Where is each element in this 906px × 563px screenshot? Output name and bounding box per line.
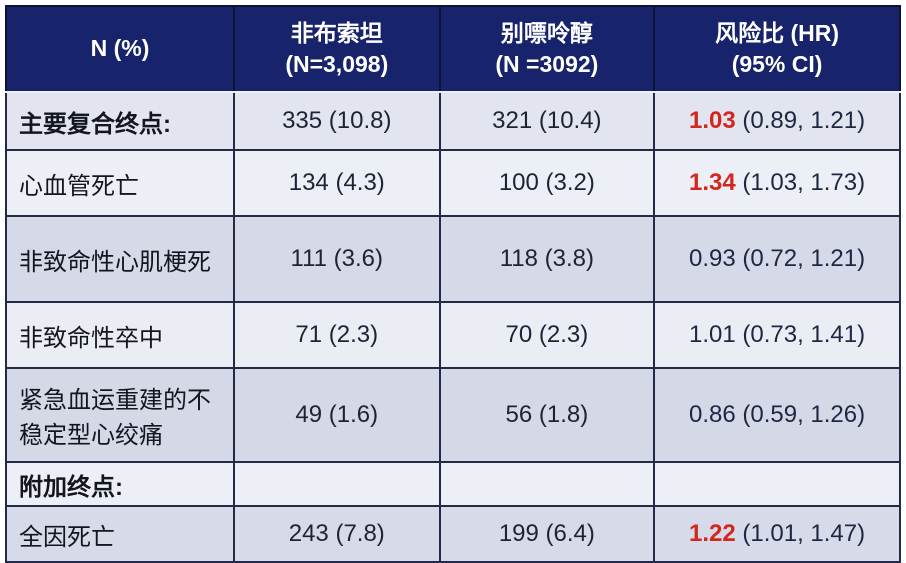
header-allopurinol-n: (N =3092)	[495, 51, 599, 77]
hr-ci: 0.86 (0.59, 1.26)	[689, 401, 866, 428]
table-row-unstable-angina: 紧急血运重建的不稳定型心绞痛 49 (1.6) 56 (1.8) 0.86 (0…	[5, 367, 901, 463]
hr-value-cell: 1.34 (1.03, 1.73)	[653, 149, 901, 217]
allopurinol-value-cell: 321 (10.4)	[438, 91, 656, 151]
febuxostat-value-cell: 335 (10.8)	[232, 91, 441, 151]
header-febuxostat-n: (N=3,098)	[285, 51, 389, 77]
hr-value-cell: 1.03 (0.89, 1.21)	[653, 91, 901, 151]
header-allopurinol: 别嘌呤醇 (N =3092)	[438, 5, 656, 93]
table-row-additional-endpoints: 附加终点:	[5, 461, 901, 507]
header-febuxostat: 非布索坦 (N=3,098)	[232, 5, 441, 93]
table-body: 主要复合终点: 335 (10.8) 321 (10.4) 1.03 (0.89…	[5, 91, 901, 563]
header-hazard-ratio-name: 风险比 (HR)	[715, 19, 840, 46]
header-n-percent-label: N (%)	[90, 35, 150, 62]
febuxostat-value-cell: 134 (4.3)	[232, 149, 441, 217]
allopurinol-value-cell: 118 (3.8)	[438, 215, 656, 303]
header-allopurinol-name: 别嘌呤醇	[500, 19, 593, 46]
febuxostat-value-cell: 243 (7.8)	[232, 505, 441, 563]
hr-ci: 0.93 (0.72, 1.21)	[689, 245, 866, 272]
header-hazard-ratio-ci: (95% CI)	[731, 51, 823, 77]
endpoint-label-cell: 非致命性心肌梗死	[5, 215, 235, 303]
hr-value-cell: 1.01 (0.73, 1.41)	[653, 301, 901, 369]
header-febuxostat-name: 非布索坦	[290, 19, 383, 46]
hr-highlight: 1.22	[688, 520, 736, 547]
table-row-nonfatal-stroke: 非致命性卒中 71 (2.3) 70 (2.3) 1.01 (0.73, 1.4…	[5, 301, 901, 369]
allopurinol-value-cell: 100 (3.2)	[438, 149, 656, 217]
outcomes-table: N (%) 非布索坦 (N=3,098) 别嘌呤醇 (N =3092) 风险比 …	[5, 5, 901, 563]
hr-highlight: 1.03	[688, 107, 736, 134]
table-row-nonfatal-mi: 非致命性心肌梗死 111 (3.6) 118 (3.8) 0.93 (0.72,…	[5, 215, 901, 303]
table-row-cv-death: 心血管死亡 134 (4.3) 100 (3.2) 1.34 (1.03, 1.…	[5, 149, 901, 217]
hr-value-cell: 1.22 (1.01, 1.47)	[653, 505, 901, 563]
hr-ci: (1.03, 1.73)	[735, 169, 866, 196]
febuxostat-value-cell: 71 (2.3)	[232, 301, 441, 369]
endpoint-label-cell: 紧急血运重建的不稳定型心绞痛	[5, 367, 235, 463]
hr-ci: (0.89, 1.21)	[735, 107, 866, 134]
hr-ci: (1.01, 1.47)	[735, 520, 866, 547]
results-table-container: N (%) 非布索坦 (N=3,098) 别嘌呤醇 (N =3092) 风险比 …	[5, 5, 901, 563]
hr-value-cell: 0.86 (0.59, 1.26)	[653, 367, 901, 463]
header-row: N (%) 非布索坦 (N=3,098) 别嘌呤醇 (N =3092) 风险比 …	[5, 5, 901, 93]
endpoint-label-cell: 主要复合终点:	[5, 91, 235, 151]
allopurinol-value-cell: 70 (2.3)	[438, 301, 656, 369]
hr-ci: 1.01 (0.73, 1.41)	[689, 321, 866, 348]
hr-value-cell: 0.93 (0.72, 1.21)	[653, 215, 901, 303]
table-header: N (%) 非布索坦 (N=3,098) 别嘌呤醇 (N =3092) 风险比 …	[5, 5, 901, 93]
endpoint-label-cell: 心血管死亡	[5, 149, 235, 217]
febuxostat-value-cell: 49 (1.6)	[232, 367, 441, 463]
endpoint-label-cell: 全因死亡	[5, 505, 235, 563]
table-row-all-cause-death: 全因死亡 243 (7.8) 199 (6.4) 1.22 (1.01, 1.4…	[5, 505, 901, 563]
allopurinol-value-cell	[438, 461, 656, 507]
hr-highlight: 1.34	[688, 169, 736, 196]
endpoint-label-cell: 附加终点:	[5, 461, 235, 507]
febuxostat-value-cell	[232, 461, 441, 507]
febuxostat-value-cell: 111 (3.6)	[232, 215, 441, 303]
table-row-primary-endpoint: 主要复合终点: 335 (10.8) 321 (10.4) 1.03 (0.89…	[5, 91, 901, 151]
allopurinol-value-cell: 199 (6.4)	[438, 505, 656, 563]
allopurinol-value-cell: 56 (1.8)	[438, 367, 656, 463]
hr-value-cell	[653, 461, 901, 507]
header-n-percent: N (%)	[5, 5, 235, 93]
header-hazard-ratio: 风险比 (HR) (95% CI)	[653, 5, 901, 93]
endpoint-label-cell: 非致命性卒中	[5, 301, 235, 369]
